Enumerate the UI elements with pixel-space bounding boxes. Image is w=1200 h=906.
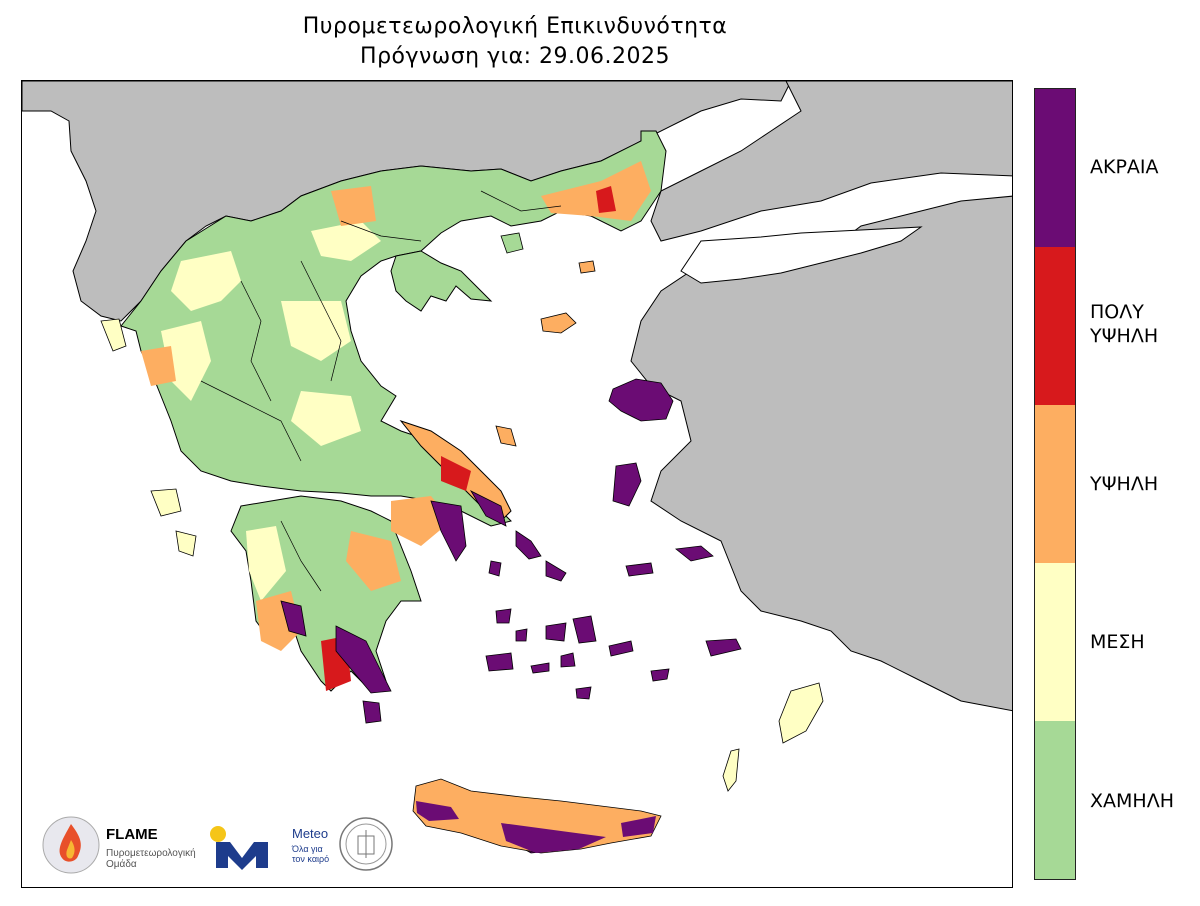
university-seal-icon [339,817,393,871]
boundary-3 [200,380,302,462]
chalkidiki [390,250,493,312]
crete [412,778,662,854]
swatch-high [1035,405,1075,563]
island-folegandros [530,662,550,674]
island-tinos [545,560,567,582]
island-samos [675,545,714,562]
island-kythnos [488,560,502,577]
swatch-very-high [1035,247,1075,405]
patch-kerkyra-coast [141,346,176,386]
island-sifnos [515,628,528,642]
crete-south-coast [501,823,606,853]
patch-kythira [362,700,382,724]
logos-area: FLAME Πυρομετεωρολογική Ομάδα Meteo Όλα … [40,812,400,882]
patch-epirus [171,251,241,311]
patch-central [291,391,361,446]
boundary-5 [280,520,322,592]
island-serifos [495,608,512,624]
island-andros [515,530,542,560]
island-corfu [100,318,127,352]
island-zakynthos [175,530,197,557]
island-rhodes [778,682,824,744]
legend-label-very-high: ΠΟΛΥ ΥΨΗΛΗ [1090,301,1159,347]
island-santorini [575,686,592,700]
legend-label-medium: ΜΕΣΗ [1090,631,1145,653]
boundary-6 [480,190,562,212]
boundary-1 [240,280,272,402]
patch-macedonia-west [331,186,376,226]
patch-pelop-west [246,526,286,601]
boundary-4 [340,220,422,242]
island-karpathos [722,748,740,792]
meteo-logo-icon [210,826,268,870]
flame-name: FLAME [106,826,158,843]
patch-macedonia [311,221,381,261]
meteo-name: Meteo [292,826,329,841]
medium-danger-patches [161,221,561,816]
island-ikaria [625,562,654,577]
map-title: Πυρομετεωρολογική Επικινδυνότητα [302,14,728,39]
turkey-thrace [650,81,1012,242]
anatolia-upper-coast [680,226,923,284]
patch-evia-south [469,490,507,527]
island-anafi [650,668,670,682]
fire-danger-map [21,80,1013,888]
island-samothraki [578,260,596,274]
regional-boundaries [200,190,562,592]
neighbour-countries [22,81,1012,712]
island-lesvos [608,378,674,422]
legend-label-low: ΧΑΜΗΛΗ [1090,790,1174,812]
map-svg [22,81,1012,854]
patch-thrace-red [596,186,616,213]
crete-extreme-overlay [416,801,656,853]
island-skyros [495,425,517,447]
swatch-low [1035,721,1075,879]
patch-thessaly [281,301,351,361]
swatch-extreme [1035,89,1075,247]
flame-logo-icon [42,816,100,874]
patch-attica-extreme [430,500,467,562]
patch-messinia-extreme [280,600,307,637]
island-lemnos [540,312,577,334]
meteo-subtitle: Όλα για τον καιρό [292,844,330,864]
crete-east-tip [621,816,656,837]
island-thasos [500,232,524,254]
legend-label-extreme: ΑΚΡΑΙΑ [1090,156,1159,178]
forecast-date: Πρόγνωση για: 29.06.2025 [360,44,670,69]
island-naxos [572,615,597,644]
patch-argolis [346,531,401,591]
island-ios [560,652,576,668]
island-amorgos [608,640,634,657]
patch-laconia-extreme [335,625,392,694]
other-islands [100,232,824,854]
boundary-2 [300,260,342,382]
swatch-medium [1035,563,1075,721]
legend-colorbar [1034,88,1076,880]
legend-label-high: ΥΨΗΛΗ [1090,473,1159,495]
island-kefalonia [150,488,182,517]
island-kos [705,638,742,657]
crete-west-tip [416,801,459,821]
patch-evia-red [441,456,471,491]
mainland-north [120,130,667,527]
island-milos [485,652,514,672]
flame-subtitle: Πυρομετεωρολογική Ομάδα [106,848,196,870]
island-paros [545,622,567,642]
island-chios [612,462,642,507]
